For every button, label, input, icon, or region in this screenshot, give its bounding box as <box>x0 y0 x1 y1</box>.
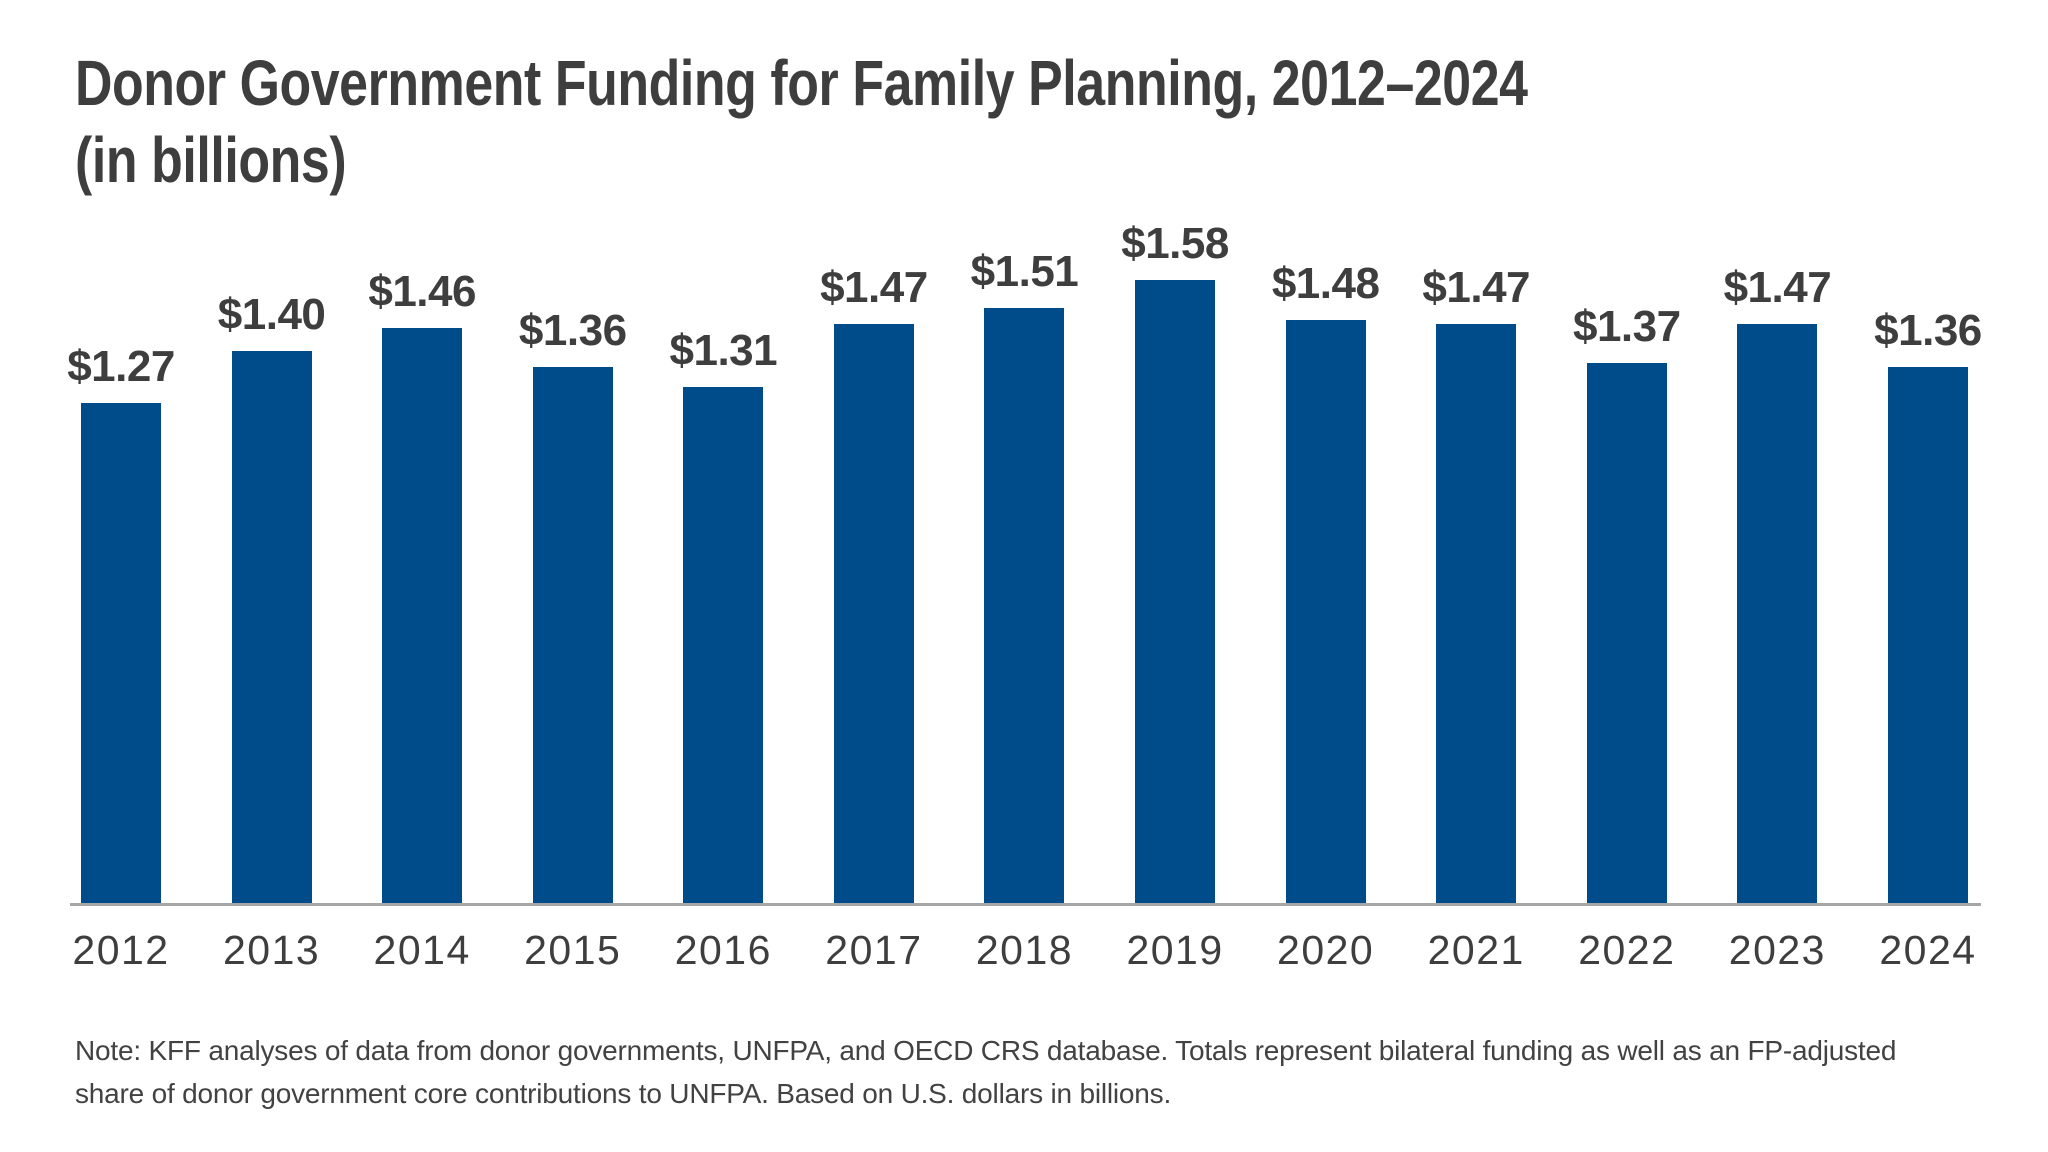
bar-2022 <box>1586 363 1667 903</box>
bar-2012 <box>81 403 161 903</box>
x-axis-label: 2021 <box>1427 927 1525 973</box>
x-axis-label: 2017 <box>825 927 923 973</box>
bar-value-label: $1.47 <box>820 263 928 312</box>
x-axis-label: 2014 <box>373 927 471 973</box>
bar-value-label: $1.36 <box>518 306 627 355</box>
chart-note-line1: Note: KFF analyses of data from donor go… <box>75 1035 1897 1066</box>
bar-2020 <box>1285 320 1366 903</box>
bar-value-label: $1.40 <box>217 290 326 339</box>
x-axis-label: 2015 <box>524 927 622 973</box>
bar-2024 <box>1887 367 1968 903</box>
bar-2015 <box>532 367 613 903</box>
bar-2018 <box>984 308 1065 903</box>
bar-value-label: $1.31 <box>669 326 778 375</box>
x-axis-label: 2022 <box>1578 927 1676 973</box>
bar-value-label: $1.51 <box>970 247 1079 296</box>
bar-value-label: $1.48 <box>1271 259 1380 308</box>
bar-2014 <box>382 328 463 903</box>
bar-2021 <box>1436 324 1517 903</box>
bar-value-label: $1.27 <box>67 342 175 391</box>
x-axis-label: 2024 <box>1879 927 1977 973</box>
x-axis-label: 2018 <box>975 927 1074 973</box>
bar-value-label: $1.37 <box>1572 302 1681 351</box>
x-axis-label: 2013 <box>222 927 321 973</box>
bar-2017 <box>833 324 914 903</box>
bar-value-label: $1.36 <box>1874 306 1982 355</box>
bar-value-label: $1.47 <box>1422 263 1531 312</box>
bar-2023 <box>1737 324 1818 903</box>
chart-note-line2: share of donor government core contribut… <box>75 1078 1172 1109</box>
bar-2016 <box>683 387 764 903</box>
bar-2019 <box>1135 280 1216 903</box>
chart-title-line2: (in billions) <box>75 124 347 196</box>
chart-title: Donor Government Funding for Family Plan… <box>75 45 1528 199</box>
x-axis-label: 2020 <box>1277 927 1375 973</box>
chart-note: Note: KFF analyses of data from donor go… <box>75 1029 1896 1115</box>
x-axis-label: 2012 <box>72 927 170 973</box>
bar-value-label: $1.46 <box>368 267 476 316</box>
x-axis-label: 2023 <box>1728 927 1826 973</box>
x-axis-line <box>70 903 1981 906</box>
x-axis-label: 2019 <box>1126 927 1224 973</box>
bar-2013 <box>231 351 312 903</box>
bar-value-label: $1.47 <box>1723 263 1832 312</box>
bar-value-label: $1.58 <box>1121 219 1229 268</box>
chart-title-line1: Donor Government Funding for Family Plan… <box>75 47 1528 119</box>
x-axis-label: 2016 <box>674 927 772 973</box>
